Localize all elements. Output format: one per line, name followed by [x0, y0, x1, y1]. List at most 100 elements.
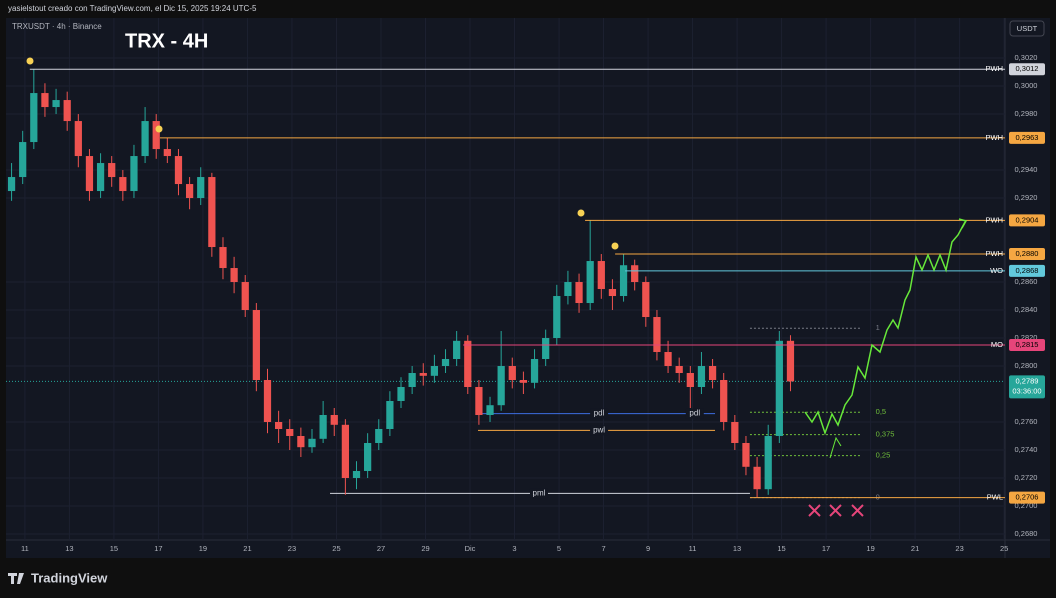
- candle-body: [441, 359, 450, 367]
- logo: TradingView: [8, 570, 108, 585]
- candle-body: [686, 373, 694, 388]
- bulb-icon: [611, 242, 619, 250]
- level-price-label: 0,2880: [1016, 249, 1039, 258]
- y-tick-label: 0,2860: [1015, 277, 1038, 286]
- level-price-box: [1009, 63, 1045, 76]
- y-tick-label: 0,2700: [1015, 501, 1038, 510]
- candle-body: [697, 366, 706, 388]
- symbol: TRXUSDT · 4h · Binance: [12, 22, 102, 31]
- level-price-label: 0,2904: [1016, 215, 1039, 224]
- currency[interactable]: USDT: [1017, 24, 1038, 33]
- candle-body: [41, 93, 49, 108]
- x-tick-label: 29: [421, 544, 429, 553]
- candle-body: [675, 366, 683, 374]
- x-tick-label: 15: [777, 544, 785, 553]
- logo-icon: [8, 573, 24, 584]
- x-tick-label: 15: [110, 544, 118, 553]
- bulb-icon: [155, 125, 163, 133]
- candle-body: [141, 121, 149, 157]
- y-tick-label: 0,3000: [1015, 81, 1038, 90]
- candle-body: [386, 401, 394, 429]
- chart-panel: [6, 18, 1050, 558]
- fib-label: 1: [876, 323, 880, 332]
- candle-body: [597, 261, 605, 290]
- x-tick-label: Dic: [465, 544, 476, 553]
- fib-label: 0,5: [876, 407, 886, 416]
- projection-arrow: [958, 218, 968, 229]
- currency-box[interactable]: [1009, 20, 1045, 37]
- candle-body: [208, 177, 216, 248]
- candle-body: [241, 282, 249, 311]
- candle-body: [7, 177, 16, 192]
- candle-body: [608, 289, 617, 297]
- candle-body: [330, 415, 338, 425]
- level-price-box: [1009, 491, 1045, 504]
- segment-label-bg: [529, 488, 548, 499]
- projection: [804, 221, 966, 436]
- x-tick-label: 19: [866, 544, 874, 553]
- candle-body: [274, 421, 283, 429]
- candle-body: [63, 100, 71, 122]
- grid: 0,3020 0,3000 0,2980 0,2940 0,2920 0,2860 0,28…: [6, 18, 1037, 553]
- bulb-icon: [577, 209, 585, 217]
- y-tick-label: 0,2920: [1015, 193, 1038, 202]
- y-tick-label: 0,2980: [1015, 109, 1038, 118]
- candle-body: [508, 366, 516, 381]
- candle-body: [564, 282, 572, 297]
- bulbs: [26, 57, 619, 250]
- level-price-label: 0,3012: [1016, 64, 1039, 73]
- x-tick-label: 3: [512, 544, 516, 553]
- x-tick-label: 17: [822, 544, 830, 553]
- x-tick-label: 19: [199, 544, 207, 553]
- candle-body: [475, 387, 483, 415]
- level-name: PWH: [986, 249, 1004, 258]
- candle-body: [731, 421, 739, 443]
- x-tick-label: 21: [911, 544, 919, 553]
- brand: TradingView: [31, 570, 108, 585]
- chart-title: TRX - 4H: [125, 30, 208, 52]
- y-tick-label: 0,2840: [1015, 305, 1038, 314]
- candle-body: [263, 380, 272, 422]
- candle-body: [786, 340, 795, 382]
- y-tick-label: 0,2740: [1015, 445, 1038, 454]
- level-price-box: [1009, 248, 1045, 261]
- level-name: PWH: [986, 215, 1004, 224]
- candle-body: [497, 366, 505, 406]
- candle-body: [464, 340, 472, 388]
- level-price-label: 0,2815: [1016, 340, 1039, 349]
- y-tick-label: 0,2820: [1015, 333, 1038, 342]
- candle-body: [742, 442, 750, 467]
- candle-body: [352, 470, 361, 478]
- candle-body: [74, 121, 82, 157]
- candle-body: [430, 366, 439, 376]
- candle-body: [30, 93, 38, 143]
- candle-body: [642, 282, 650, 318]
- candle-body: [542, 338, 550, 360]
- candle-body: [575, 282, 583, 304]
- level-name: WO: [990, 266, 1003, 275]
- candle-body: [631, 265, 639, 283]
- level-price-label: 0,2706: [1016, 493, 1039, 502]
- x-tick-label: 25: [332, 544, 340, 553]
- x-tick-label: 25: [1000, 544, 1008, 553]
- candle-body: [419, 373, 427, 376]
- x-tick-label: 27: [377, 544, 385, 553]
- candle-body: [453, 340, 461, 360]
- fib-label: 0: [876, 493, 880, 502]
- segment-label-bg: [590, 425, 609, 436]
- candle-body: [286, 428, 294, 436]
- candle-body: [230, 268, 238, 283]
- x-tick-label: 23: [288, 544, 296, 553]
- segment-label: pdl: [689, 409, 700, 418]
- x-tick-label: 5: [557, 544, 561, 553]
- small-arrow: [829, 436, 842, 459]
- candle-body: [219, 247, 227, 269]
- y-tick-label: 0,2760: [1015, 417, 1038, 426]
- level-price-box: [1009, 264, 1045, 277]
- last-price-box: [1009, 375, 1045, 399]
- y-tick-label: 0,2720: [1015, 473, 1038, 482]
- y-tick-label: 0,2800: [1015, 361, 1038, 370]
- level-price-label: 0,2868: [1016, 266, 1039, 275]
- x-tick-label: 11: [21, 544, 29, 553]
